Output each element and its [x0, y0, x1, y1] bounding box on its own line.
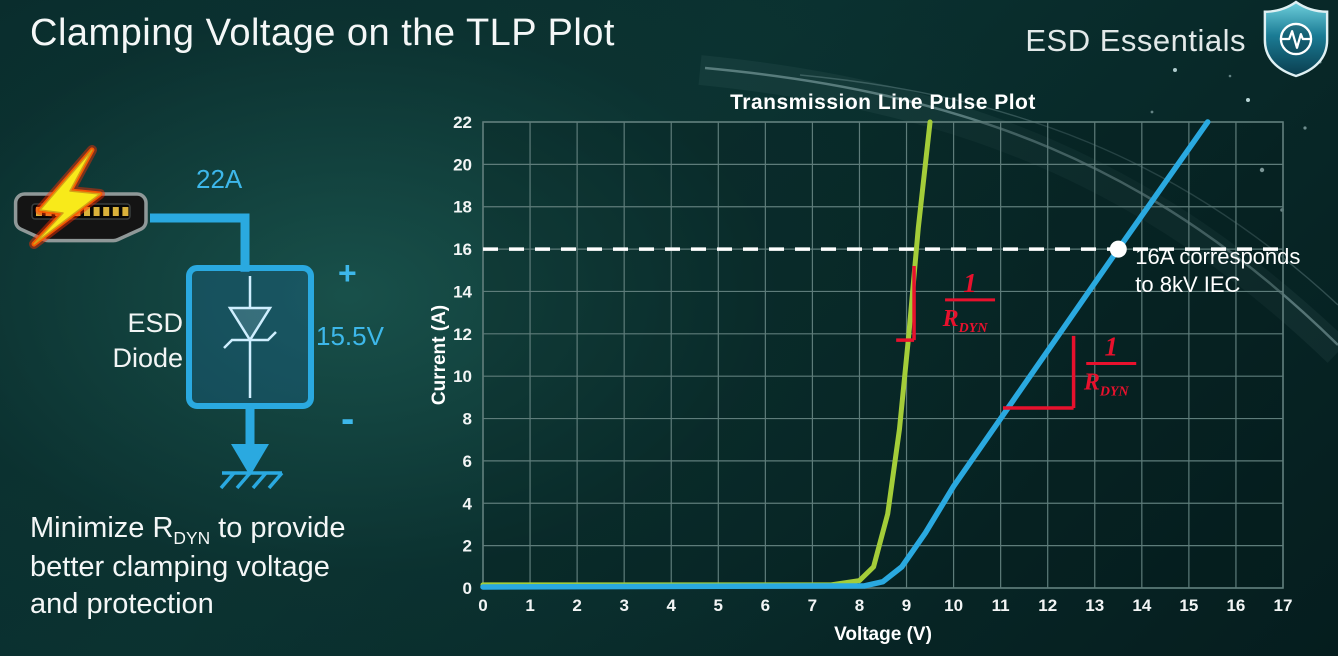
x-tick-label: 4 [667, 596, 677, 615]
device-name-line1: ESD [127, 308, 183, 338]
x-tick-label: 0 [478, 596, 487, 615]
y-tick-label: 14 [453, 282, 472, 301]
swoosh-glow [698, 55, 1338, 363]
slope-annotation-green: 1 RDYN [896, 266, 996, 342]
x-tick-label: 10 [944, 596, 963, 615]
x-tick-label: 13 [1085, 596, 1104, 615]
clamping-voltage-label: 15.5V [316, 321, 385, 351]
fraction-numerator: 1 [963, 268, 977, 298]
fraction-denominator: RDYN [1083, 369, 1130, 399]
y-tick-label: 0 [463, 579, 472, 598]
plot-area [483, 122, 1283, 588]
shield-outline [1263, 0, 1329, 78]
marker-label-line2: to 8kV IEC [1135, 272, 1240, 297]
caption-line1-suffix: to provide [210, 512, 346, 544]
x-tick-label: 3 [619, 596, 628, 615]
y-tick-label: 2 [463, 537, 472, 556]
series-high-rdyn-diode-blue [480, 119, 1211, 590]
x-tick-label: 11 [992, 596, 1010, 615]
x-axis-label: Voltage (V) [834, 624, 932, 645]
caption-line1-prefix: Minimize R [30, 512, 174, 544]
polarity-minus-label: - [341, 397, 354, 441]
y-axis-label: Current (A) [430, 305, 450, 405]
x-tick-label: 7 [808, 596, 817, 615]
brand-text: ESD Essentials [1025, 23, 1246, 58]
x-tick-label: 15 [1179, 596, 1198, 615]
y-tick-label: 16 [453, 240, 472, 259]
plot-border [482, 121, 1284, 589]
polarity-plus-label: + [338, 255, 357, 291]
device-name-line2: Diode [112, 343, 183, 373]
caption-line2: better clamping voltage [30, 551, 330, 584]
x-tick-label: 5 [714, 596, 723, 615]
x-tick-label: 1 [525, 596, 534, 615]
swoosh-line [704, 66, 1338, 346]
tlp-chart: 0 1 2 3 4 5 6 7 8 9 10 11 12 13 14 15 16 1702468101214161… [430, 91, 1300, 645]
y-tick-label: 22 [453, 113, 472, 132]
y-tick-label: 18 [453, 198, 472, 217]
x-tick-label: 9 [902, 596, 911, 615]
input-wire [150, 213, 250, 272]
x-tick-label: 8 [855, 596, 864, 615]
ecg-pulse-icon [1280, 30, 1312, 49]
esd-diode-box [186, 265, 314, 409]
fraction-denominator: RDYN [942, 306, 989, 336]
arrow-down-icon [231, 444, 269, 476]
x-tick-label: 14 [1132, 596, 1151, 615]
brand: ESD Essentials [1025, 0, 1332, 82]
caption-line1-sub: DYN [173, 527, 211, 548]
y-tick-label: 12 [453, 325, 472, 344]
x-tick-label: 2 [572, 596, 581, 615]
x-tick-label: 16 [1226, 596, 1245, 615]
chart-title: Transmission Line Pulse Plot [730, 91, 1036, 114]
x-tick-label: 17 [1274, 596, 1293, 615]
y-tick-label: 20 [453, 155, 472, 174]
caption-line3: and protection [30, 588, 214, 621]
caption-line1: Minimize RDYN to provide [30, 510, 450, 549]
surge-current-label: 22A [196, 164, 243, 194]
marker-label-line1: 16A corresponds [1135, 244, 1300, 269]
esd-protection-diagram: 22A ESD Diode + 15.5V - [13, 145, 385, 490]
x-tick-label: 6 [761, 596, 770, 615]
y-tick-label: 4 [463, 494, 473, 513]
y-tick-label: 8 [463, 410, 472, 429]
y-tick-label: 6 [463, 452, 472, 471]
zener-diode-icon [223, 276, 277, 398]
marker-point [1109, 240, 1127, 258]
caption: Minimize RDYN to provide better clamping… [30, 510, 450, 623]
y-tick-label: 10 [453, 367, 472, 386]
slope-annotation-blue: 1 RDYN [1003, 331, 1137, 410]
x-tick-label: 12 [1038, 596, 1057, 615]
page-title: Clamping Voltage on the TLP Plot [30, 12, 615, 54]
fraction-numerator: 1 [1104, 331, 1118, 361]
lightning-bolt-icon [29, 145, 105, 249]
ground-icon [219, 471, 284, 490]
shield-icon [1263, 0, 1329, 78]
